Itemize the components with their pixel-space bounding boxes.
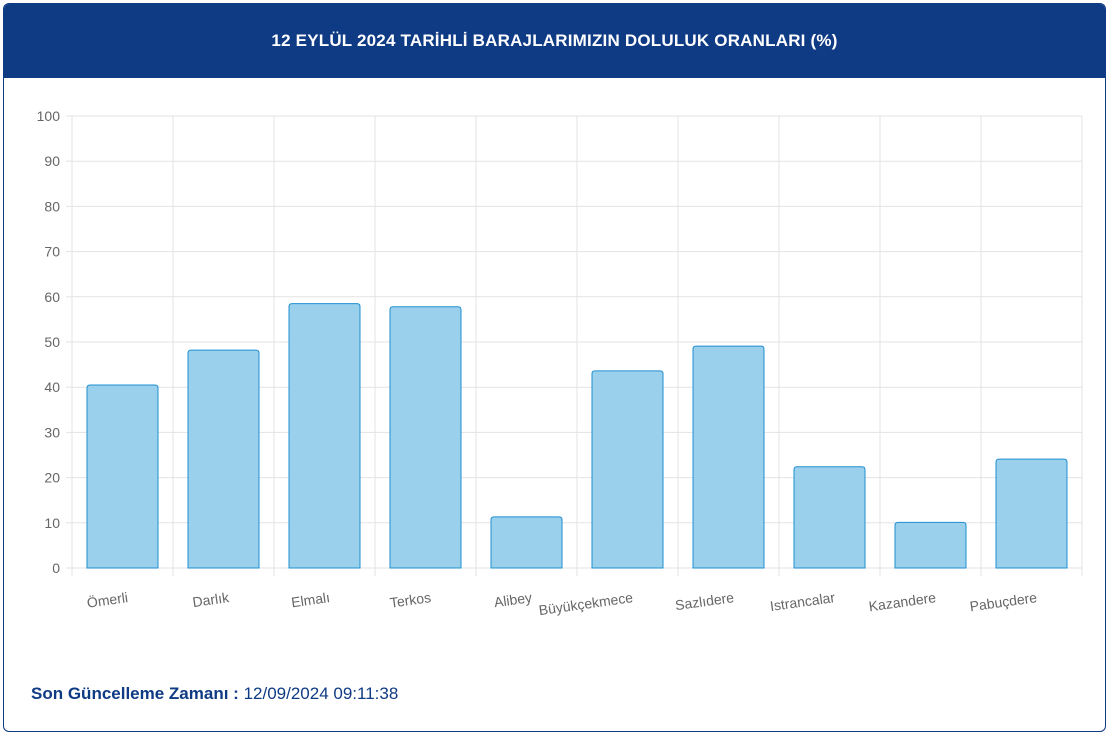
x-tick-label: Elmalı (290, 589, 331, 610)
bar (995, 458, 1068, 569)
y-tick-label: 60 (44, 289, 60, 305)
x-tick-label: Darlık (191, 589, 230, 610)
y-tick-label: 30 (44, 424, 60, 440)
bar (793, 466, 866, 569)
bar (894, 521, 967, 569)
chart-title: 12 EYLÜL 2024 TARİHLİ BARAJLARIMIZIN DOL… (271, 31, 838, 50)
y-tick-label: 70 (44, 244, 60, 260)
y-tick-label: 50 (44, 334, 60, 350)
y-tick-label: 0 (52, 560, 60, 576)
y-tick-label: 10 (44, 515, 60, 531)
x-tick-label: Büyükçekmece (538, 589, 634, 618)
bar (591, 370, 664, 569)
bar (187, 349, 260, 569)
y-tick-label: 90 (44, 153, 60, 169)
chart-area: 0 10 20 30 40 50 60 70 80 90 100 Ömerli Darlık Elmalı… (4, 78, 1105, 638)
bar (389, 306, 462, 569)
y-tick-label: 20 (44, 470, 60, 486)
x-tick-label: Alibey (493, 589, 533, 610)
y-tick-label: 40 (44, 379, 60, 395)
bar-chart: 0 10 20 30 40 50 60 70 80 90 100 Ömerli Darlık Elmalı… (37, 108, 1083, 618)
last-update-label: Son Güncelleme Zamanı : (31, 684, 239, 703)
last-update: Son Güncelleme Zamanı : 12/09/2024 09:11… (31, 684, 398, 704)
bar (86, 384, 159, 569)
bar (288, 303, 361, 569)
y-tick-label: 80 (44, 198, 60, 214)
x-tick-label: Sazlıdere (674, 589, 735, 613)
x-tick-label: Ömerli (86, 588, 129, 611)
x-tick-label: Terkos (389, 589, 432, 611)
x-tick-label: Pabuçdere (969, 589, 1038, 614)
y-tick-label: 100 (37, 108, 61, 124)
chart-panel: 12 EYLÜL 2024 TARİHLİ BARAJLARIMIZIN DOL… (3, 3, 1106, 732)
x-tick-label: Kazandere (868, 589, 937, 614)
bar (692, 345, 765, 569)
x-tick-label: Istrancalar (769, 589, 836, 614)
bar (490, 516, 563, 569)
chart-header: 12 EYLÜL 2024 TARİHLİ BARAJLARIMIZIN DOL… (4, 4, 1105, 78)
last-update-value: 12/09/2024 09:11:38 (243, 684, 399, 703)
